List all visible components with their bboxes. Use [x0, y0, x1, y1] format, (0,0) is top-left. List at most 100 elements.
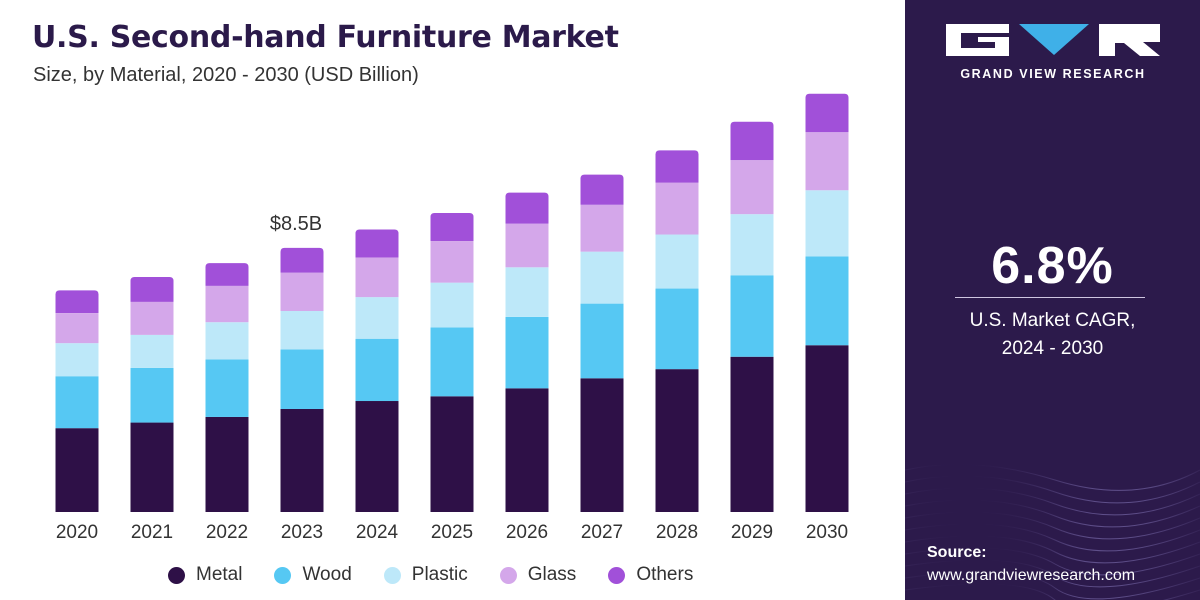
annotations: $8.5B [270, 213, 322, 235]
stacked-bar-chart: 2020 2021 2022 2023 2024 2025 2026 2027 2028 2029… [55, 93, 849, 543]
bar-segment-wood-2026 [505, 316, 549, 389]
wave-background-pattern [905, 463, 1200, 600]
bar-segment-glass-2025 [430, 241, 474, 283]
legend-item-glass: Glass [499, 564, 577, 586]
chart-subtitle: Size, by Material, 2020 - 2030 (USD Bill… [33, 64, 419, 86]
cagr-label-line2: 2024 - 2030 [1001, 338, 1104, 359]
legend-item-plastic: Plastic [383, 564, 468, 586]
bar-segment-metal-2025 [430, 396, 474, 512]
bar-segment-plastic-2021 [130, 334, 174, 368]
chart-legend: Metal Wood Plastic Glass Others [168, 562, 725, 588]
bar-segment-others-2024 [355, 229, 399, 258]
bar-segment-others-2020 [55, 290, 99, 314]
bar-segment-metal-2023 [280, 408, 324, 512]
bar-segment-plastic-2022 [205, 322, 249, 360]
bar-segment-metal-2024 [355, 401, 399, 512]
bar-segment-plastic-2023 [280, 310, 324, 350]
legend-label-glass: Glass [527, 564, 577, 585]
x-tick-label-2027: 2027 [581, 522, 623, 543]
source-title: Source: [927, 544, 987, 561]
x-tick-label-2023: 2023 [281, 522, 323, 543]
bar-segment-metal-2030 [805, 345, 849, 512]
bar-stack-2026 [505, 192, 549, 512]
bar-segment-plastic-2027 [580, 251, 624, 304]
bar-segment-plastic-2030 [805, 190, 849, 257]
bar-segment-glass-2022 [205, 285, 249, 323]
legend-swatch-others [608, 566, 626, 584]
legend-item-metal: Metal [168, 564, 242, 586]
bar-stack-2024 [355, 229, 399, 512]
bar-segment-metal-2022 [205, 416, 249, 512]
x-tick-label-2022: 2022 [206, 522, 248, 543]
bar-segment-others-2025 [430, 212, 474, 242]
bar-segment-plastic-2025 [430, 282, 474, 328]
bar-segment-metal-2027 [580, 378, 624, 512]
bar-segment-glass-2024 [355, 257, 399, 298]
bar-stack-2023 [280, 247, 324, 512]
bar-segment-glass-2028 [655, 182, 699, 235]
x-tick-label-2028: 2028 [656, 522, 698, 543]
bar-segment-plastic-2028 [655, 234, 699, 289]
bar-segment-others-2021 [130, 277, 174, 302]
bar-segment-wood-2020 [55, 376, 99, 429]
x-tick-label-2021: 2021 [131, 522, 173, 543]
bar-segment-wood-2025 [430, 327, 474, 397]
bar-segment-others-2029 [730, 121, 774, 161]
chart-title: U.S. Second-hand Furniture Market [32, 20, 619, 55]
chart-area: U.S. Second-hand Furniture Market Size, … [32, 20, 849, 588]
bar-segment-plastic-2029 [730, 214, 774, 276]
bar-segment-wood-2023 [280, 349, 324, 409]
bar-segment-metal-2026 [505, 388, 549, 512]
bar-segment-plastic-2024 [355, 297, 399, 339]
legend-label-others: Others [636, 564, 694, 585]
cagr-label-line1: U.S. Market CAGR, [969, 310, 1136, 331]
bar-segment-others-2022 [205, 263, 249, 286]
bar-stack-2030 [805, 93, 849, 512]
bar-segment-glass-2021 [130, 301, 174, 335]
bar-segment-metal-2029 [730, 356, 774, 512]
bar-segment-wood-2030 [805, 256, 849, 346]
gvr-logo-mark [946, 24, 1160, 56]
x-tick-label-2020: 2020 [56, 522, 98, 543]
bar-segment-metal-2028 [655, 369, 699, 512]
x-tick-label-2026: 2026 [506, 522, 548, 543]
bar-segment-plastic-2020 [55, 343, 99, 377]
legend-swatch-wood [274, 566, 292, 584]
bar-segment-glass-2029 [730, 160, 774, 215]
side-panel: GRAND VIEW RESEARCH 6.8% U.S. Market CAG… [905, 0, 1200, 600]
cagr-divider [955, 297, 1145, 298]
bars-layer [55, 93, 849, 512]
bar-segment-metal-2021 [130, 422, 174, 512]
bar-stack-2028 [655, 150, 699, 512]
x-tick-labels: 2020 2021 2022 2023 2024 2025 2026 2027 2028 2029… [56, 522, 848, 543]
legend-swatch-metal [168, 566, 185, 584]
bar-stack-2021 [130, 277, 174, 512]
bar-segment-others-2023 [280, 247, 324, 273]
bar-segment-others-2028 [655, 150, 699, 183]
legend-item-wood: Wood [274, 564, 352, 586]
x-tick-label-2024: 2024 [356, 522, 399, 543]
bar-stack-2020 [55, 290, 99, 512]
source-url[interactable]: www.grandviewresearch.com [927, 567, 1136, 584]
data-label-2023: $8.5B [270, 213, 322, 235]
legend-swatch-plastic [383, 566, 401, 584]
bar-segment-glass-2023 [280, 272, 324, 311]
legend-item-others: Others [608, 564, 693, 586]
bar-segment-others-2027 [580, 174, 624, 205]
bar-segment-wood-2021 [130, 367, 174, 423]
x-tick-label-2030: 2030 [806, 522, 848, 543]
bar-segment-others-2026 [505, 192, 549, 224]
bar-segment-wood-2027 [580, 303, 624, 379]
cagr-label: U.S. Market CAGR, 2024 - 2030 [905, 307, 1200, 363]
bar-segment-glass-2027 [580, 204, 624, 252]
bar-segment-glass-2026 [505, 223, 549, 268]
bar-stack-2022 [205, 263, 249, 512]
logo-wordmark: GRAND VIEW RESEARCH [960, 67, 1146, 81]
bar-stack-2025 [430, 212, 474, 512]
bar-segment-wood-2022 [205, 359, 249, 417]
bar-segment-wood-2024 [355, 338, 399, 402]
legend-label-plastic: Plastic [411, 564, 468, 585]
bar-stack-2027 [580, 174, 624, 512]
bar-segment-wood-2029 [730, 275, 774, 357]
